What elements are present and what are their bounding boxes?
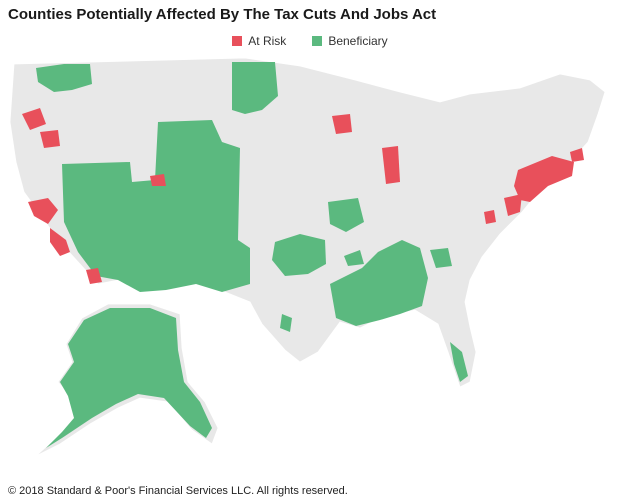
beneficiary-regions [36,62,468,448]
beneficiary-florida [450,342,468,382]
beneficiary-alaska [46,308,212,448]
beneficiary-texas-spots [280,314,292,332]
chart-title: Counties Potentially Affected By The Tax… [8,6,437,23]
beneficiary-southeast [330,240,428,326]
at-risk-california-south [50,228,70,256]
at-risk-chicago [382,146,400,184]
at-risk-california-north [28,198,58,224]
beneficiary-swatch [312,36,323,46]
legend-item-at-risk: At Risk [232,34,286,48]
beneficiary-carolinas [430,248,452,268]
at-risk-denver [150,174,166,186]
beneficiary-dakotas [232,62,278,114]
beneficiary-plains [272,234,326,276]
at-risk-boston [570,148,584,162]
legend-label-beneficiary: Beneficiary [328,34,388,48]
legend-label-at-risk: At Risk [248,34,287,48]
at-risk-northeast [514,156,574,202]
us-county-map [0,52,620,482]
beneficiary-midwest [328,198,364,232]
copyright-footer: © 2018 Standard & Poor's Financial Servi… [8,485,348,497]
at-risk-los-angeles [86,268,102,284]
at-risk-seattle [22,108,46,130]
at-risk-portland [40,130,60,148]
at-risk-mid-atlantic [504,194,522,216]
at-risk-dc [484,210,496,224]
beneficiary-missouri-spots [344,250,364,266]
beneficiary-pacific-nw [36,64,92,92]
legend-item-beneficiary: Beneficiary [312,34,388,48]
legend: At Risk Beneficiary [0,34,620,48]
beneficiary-great-basin [62,120,250,292]
map-svg [9,57,606,457]
at-risk-minneapolis [332,114,352,134]
at-risk-regions [22,108,584,284]
at-risk-swatch [232,36,243,46]
